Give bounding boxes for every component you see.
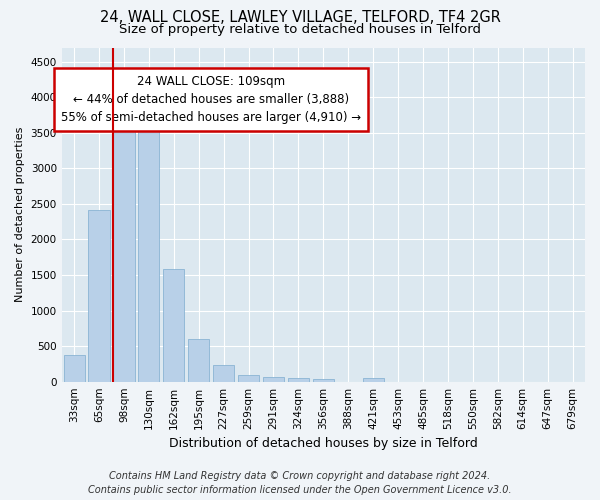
Bar (163, 270, 184, 382)
Bar (113, 124, 134, 382)
Bar (213, 364, 234, 382)
Bar (313, 379, 334, 382)
Text: Size of property relative to detached houses in Telford: Size of property relative to detached ho… (119, 22, 481, 36)
Bar (263, 378, 284, 382)
Bar (288, 378, 309, 382)
X-axis label: Distribution of detached houses by size in Telford: Distribution of detached houses by size … (169, 437, 478, 450)
Bar (362, 378, 384, 382)
Bar (64, 354, 85, 382)
Bar (88, 210, 110, 382)
Text: 24 WALL CLOSE: 109sqm
← 44% of detached houses are smaller (3,888)
55% of semi-d: 24 WALL CLOSE: 109sqm ← 44% of detached … (61, 75, 361, 124)
Text: Contains HM Land Registry data © Crown copyright and database right 2024.
Contai: Contains HM Land Registry data © Crown c… (88, 471, 512, 495)
Y-axis label: Number of detached properties: Number of detached properties (15, 127, 25, 302)
Bar (188, 339, 209, 382)
Text: 24, WALL CLOSE, LAWLEY VILLAGE, TELFORD, TF4 2GR: 24, WALL CLOSE, LAWLEY VILLAGE, TELFORD,… (100, 10, 500, 25)
Bar (238, 374, 259, 382)
Bar (138, 124, 160, 382)
